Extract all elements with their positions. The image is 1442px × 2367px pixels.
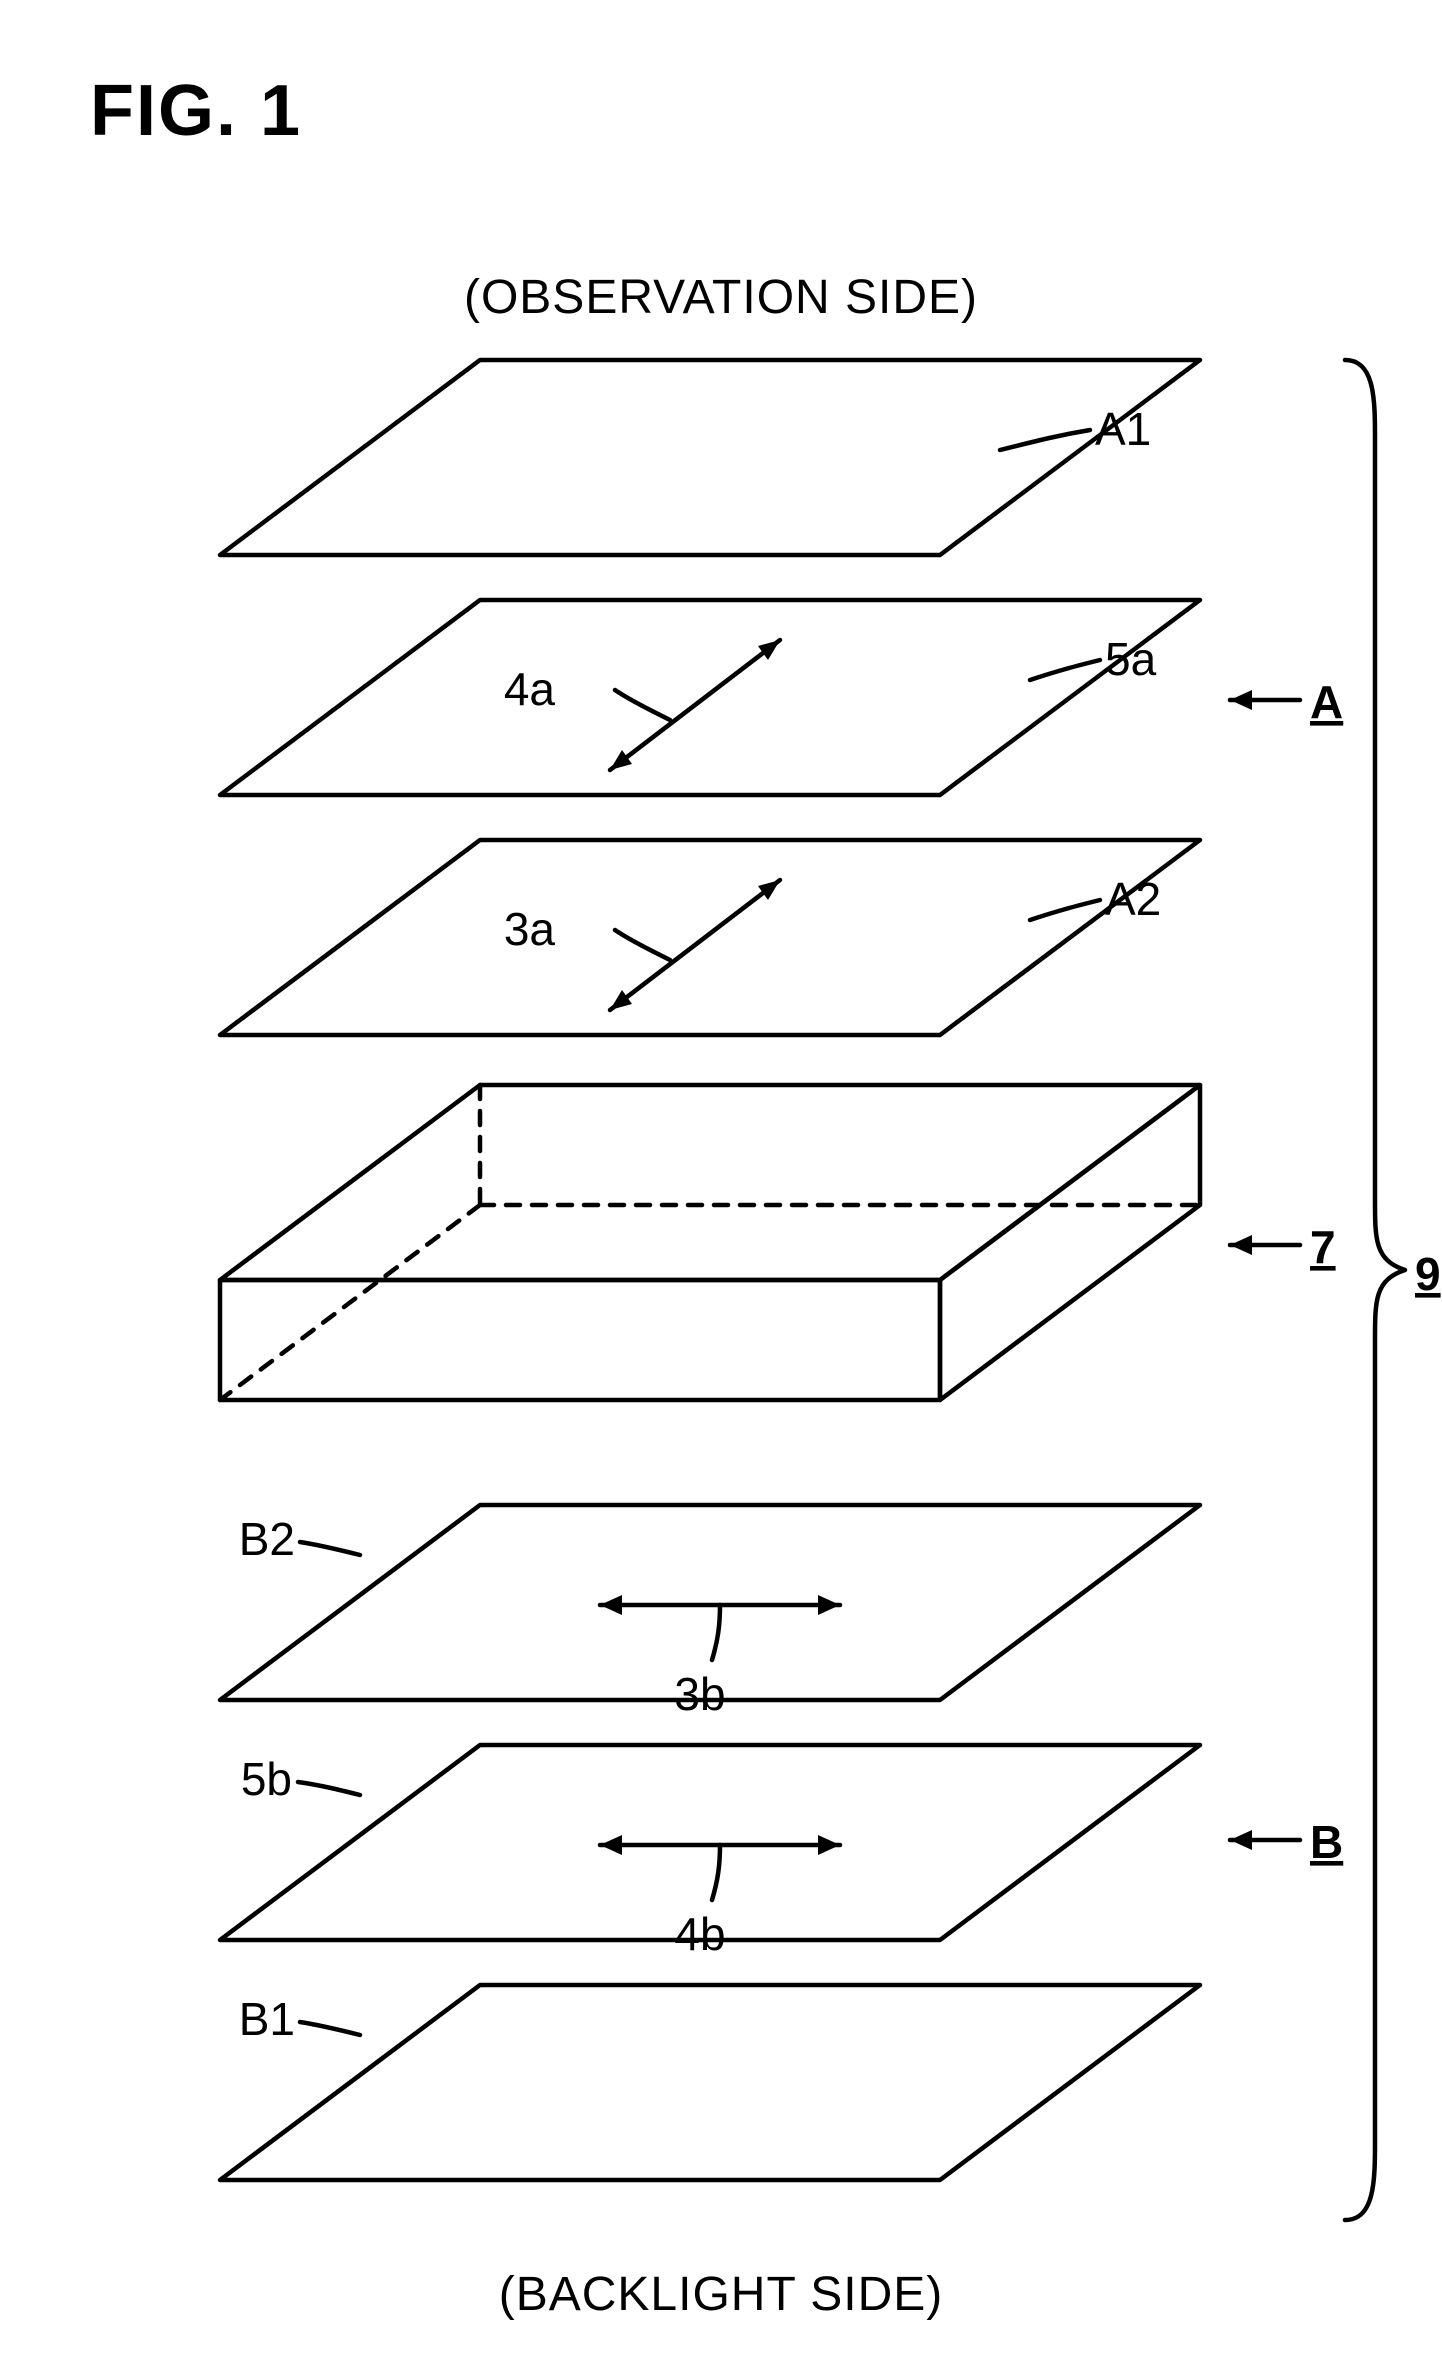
brace-9: [1345, 360, 1405, 2220]
label-4a: 4a: [504, 663, 556, 715]
layer-5a: [220, 600, 1200, 795]
page-root: FIG. 1 (OBSERVATION SIDE) (BACKLIGHT SID…: [0, 0, 1442, 2367]
layer-A1: [220, 360, 1200, 555]
arrow-to-7: [1230, 1235, 1300, 1255]
label-4b: 4b: [674, 1908, 725, 1960]
label-B2: B2: [239, 1513, 295, 1565]
layer-A2: [220, 840, 1200, 1035]
label-A2: A2: [1105, 873, 1161, 925]
label-5b: 5b: [241, 1753, 292, 1805]
label-9: 9: [1415, 1248, 1441, 1300]
diagram-svg: A1 5a 4a A2 3a A 7 B 9 B2 3b 5b 4b B1: [0, 0, 1442, 2367]
label-5a: 5a: [1105, 633, 1157, 685]
layer-B1: [220, 1985, 1200, 2180]
cuboid-7: [220, 1085, 1200, 1400]
label-B1: B1: [239, 1993, 295, 2045]
label-A: A: [1310, 676, 1343, 728]
label-B: B: [1310, 1816, 1343, 1868]
arrow-4a: [610, 640, 780, 770]
arrow-to-B: [1230, 1830, 1300, 1850]
label-A1: A1: [1095, 403, 1151, 455]
arrow-3a: [610, 880, 780, 1010]
arrow-to-A: [1230, 690, 1300, 710]
label-7: 7: [1310, 1221, 1336, 1273]
label-3a: 3a: [504, 903, 556, 955]
label-3b: 3b: [674, 1668, 725, 1720]
